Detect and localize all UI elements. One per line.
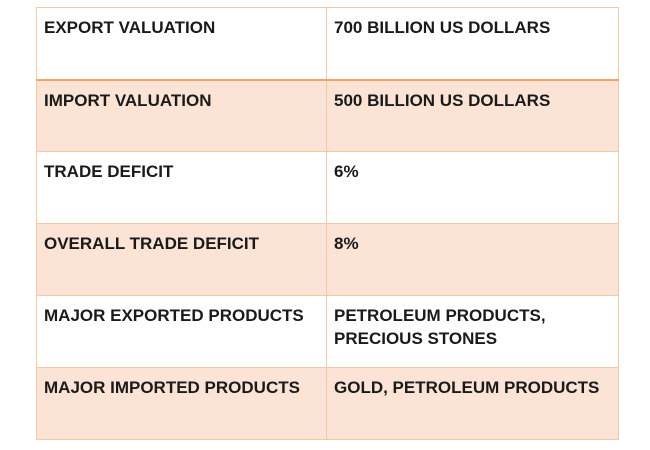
- table-row: MAJOR EXPORTED PRODUCTS PETROLEUM PRODUC…: [36, 295, 619, 368]
- row-label: IMPORT VALUATION: [36, 79, 327, 152]
- row-label: EXPORT VALUATION: [36, 7, 327, 81]
- table-row: EXPORT VALUATION 700 BILLION US DOLLARS: [36, 7, 619, 81]
- table-row: TRADE DEFICIT 6%: [36, 151, 619, 224]
- table-row: OVERALL TRADE DEFICIT 8%: [36, 223, 619, 296]
- row-value: 8%: [326, 223, 619, 296]
- trade-summary-table: EXPORT VALUATION 700 BILLION US DOLLARS …: [36, 7, 619, 440]
- table-row: MAJOR IMPORTED PRODUCTS GOLD, PETROLEUM …: [36, 367, 619, 440]
- row-label: OVERALL TRADE DEFICIT: [36, 223, 327, 296]
- row-value: 500 BILLION US DOLLARS: [326, 79, 619, 152]
- table-row: IMPORT VALUATION 500 BILLION US DOLLARS: [36, 79, 619, 152]
- row-label: TRADE DEFICIT: [36, 151, 327, 224]
- row-label: MAJOR EXPORTED PRODUCTS: [36, 295, 327, 368]
- row-value: PETROLEUM PRODUCTS, PRECIOUS STONES: [326, 295, 619, 368]
- row-value: 6%: [326, 151, 619, 224]
- row-value: 700 BILLION US DOLLARS: [326, 7, 619, 81]
- row-value: GOLD, PETROLEUM PRODUCTS: [326, 367, 619, 440]
- row-label: MAJOR IMPORTED PRODUCTS: [36, 367, 327, 440]
